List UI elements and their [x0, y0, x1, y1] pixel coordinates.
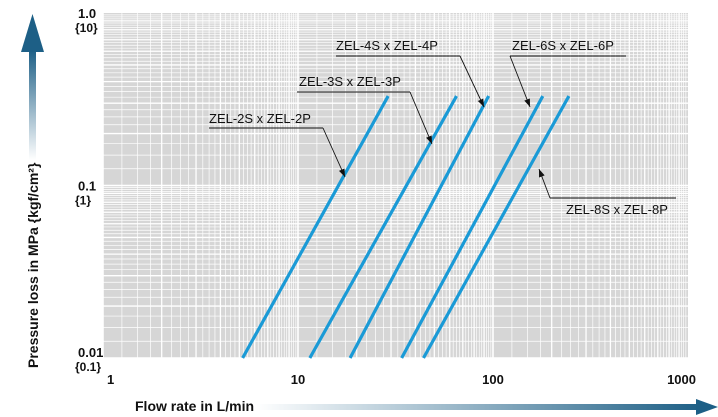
series-label-2: ZEL-3S x ZEL-3P [299, 74, 401, 89]
series-label-1: ZEL-2S x ZEL-2P [209, 111, 311, 126]
series-label-4: ZEL-6S x ZEL-6P [512, 38, 614, 53]
y-tick-label: 1.0 [78, 6, 96, 21]
series-line-2 [308, 95, 458, 359]
x-tick-label: 100 [482, 372, 504, 387]
leader-line [322, 127, 346, 178]
label-leaders: ZEL-2S x ZEL-2P ZEL-3S x ZEL-3P ZEL-4S x Z… [209, 38, 676, 217]
y-axis-title: Pressure loss in MPa {kgf/cm²} [25, 162, 41, 368]
axis-titles: Flow rate in L/min Pressure loss in MPa {… [21, 14, 718, 415]
leader-arrowhead [338, 168, 345, 177]
series-lines [241, 95, 571, 359]
x-axis-title: Flow rate in L/min [135, 398, 254, 414]
y-tick-sublabel: {10} [75, 21, 98, 35]
leader-arrowhead [477, 98, 484, 107]
y-tick-sublabel: {0.1} [75, 360, 101, 374]
series-line-3 [348, 95, 491, 359]
y-axis-arrow-head [21, 14, 44, 52]
series-label-3: ZEL-4S x ZEL-4P [336, 38, 438, 53]
series-line-5 [422, 95, 571, 359]
series-line-1 [241, 95, 390, 359]
series-line-4 [400, 95, 545, 359]
x-axis-arrow-shaft [256, 404, 702, 410]
x-tick-label: 1 [107, 372, 114, 387]
leader-line [459, 55, 485, 108]
y-tick-label: 0.1 [78, 179, 96, 194]
series-label-5: ZEL-8S x ZEL-8P [566, 202, 668, 217]
x-tick-label: 10 [291, 372, 305, 387]
leader-arrowhead [426, 135, 432, 144]
x-axis-arrow-head [696, 399, 718, 415]
leader-line [409, 91, 433, 145]
y-tick-sublabel: {1} [75, 194, 91, 208]
y-axis-arrow-shaft [29, 50, 36, 160]
leader-arrowhead [524, 98, 530, 107]
y-tick-label: 0.01 [78, 345, 103, 360]
grid [102, 13, 688, 359]
x-tick-label: 1000 [667, 372, 696, 387]
tick-labels: 1 10 100 1000 1.0{10} 0.1{1} 0.01{0.1} [75, 6, 696, 387]
leader-line [509, 55, 531, 108]
leader-arrowhead [539, 169, 545, 178]
